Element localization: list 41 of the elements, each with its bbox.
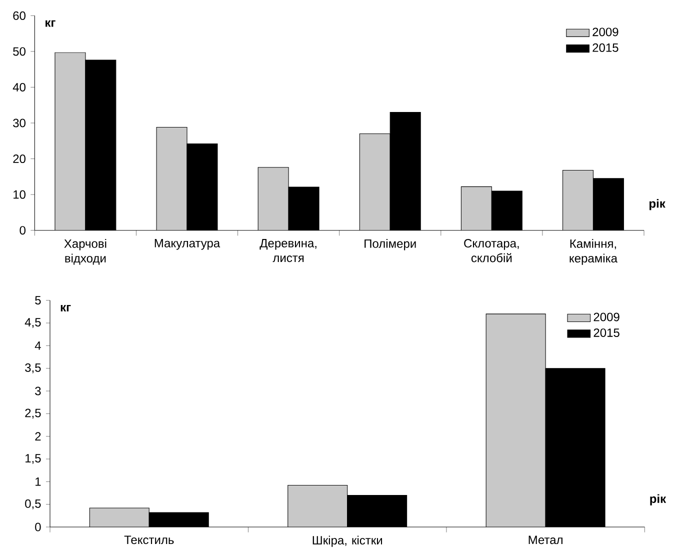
y-tick-label: 10: [14, 190, 26, 199]
y-tick-label: 1,5: [26, 454, 41, 464]
y-tick-label: 3,5: [25, 363, 41, 374]
x-axis-title: рік: [650, 198, 666, 210]
y-tick-label: 0,5: [25, 499, 41, 510]
y-tick-label: 60: [13, 11, 26, 20]
y-axis-title: кг: [60, 305, 71, 312]
x-tick-label: Текстиль: [124, 536, 174, 544]
x-tick-label: Деревина, листя: [260, 239, 316, 262]
bar: [258, 167, 289, 230]
y-tick-label: 2: [35, 432, 41, 441]
x-tick-label: Шкіра, кістки: [312, 536, 382, 547]
y-tick-label: 20: [13, 154, 26, 164]
x-tick-label: Метал: [528, 536, 562, 544]
x-tick-label: Полімери: [364, 239, 416, 250]
bar: [54, 52, 86, 230]
y-tick-label: 4: [34, 342, 41, 350]
legend-label: 2009: [594, 312, 620, 322]
x-tick-label: Харчові відходи: [64, 239, 106, 265]
y-tick-label: 50: [13, 47, 26, 56]
y-tick-label: 4,5: [24, 318, 41, 328]
bar: [156, 127, 187, 230]
legend-label: 2015: [594, 328, 620, 337]
x-tick-label: Макулатура: [154, 239, 220, 250]
legend-label: 2015: [592, 43, 618, 52]
y-tick-label: 40: [12, 82, 26, 92]
x-tick-label: Каміння, кераміка: [570, 239, 618, 265]
y-tick-label: 0: [35, 522, 41, 532]
y-tick-label: 2,5: [25, 408, 41, 419]
bar: [461, 186, 492, 230]
legend-label: 2009: [592, 28, 618, 36]
y-tick-label: 0: [20, 226, 26, 235]
bar: [360, 134, 390, 230]
bar: [562, 170, 594, 230]
y-tick-label: 30: [13, 118, 26, 128]
y-tick-label: 1: [36, 478, 41, 486]
x-axis-title: рік: [650, 494, 666, 506]
y-tick-label: 5: [35, 296, 41, 305]
y-axis-title: кг: [46, 20, 56, 27]
x-tick-label: Склотара, склобій: [464, 239, 519, 262]
y-tick-label: 3: [35, 386, 41, 396]
